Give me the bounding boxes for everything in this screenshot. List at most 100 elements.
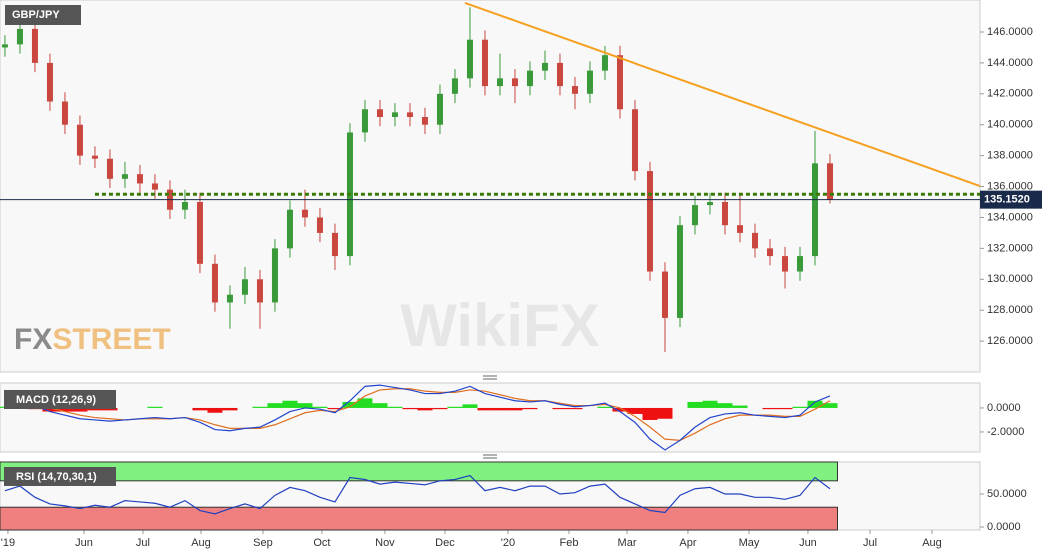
candle-body — [136, 174, 143, 184]
rsi-title-box — [4, 467, 116, 486]
x-tick-label: Jun — [75, 537, 93, 549]
histogram-bar — [87, 407, 103, 411]
candle-body — [496, 78, 503, 87]
y-tick-label: 142.0000 — [987, 88, 1033, 100]
y-tick-label: 50.0000 — [987, 488, 1027, 500]
candle-body — [481, 39, 488, 87]
candle-body — [646, 171, 653, 272]
histogram-bar — [507, 407, 523, 411]
histogram-bar — [447, 406, 463, 408]
candle-body — [691, 205, 698, 226]
y-tick-label: 0.0000 — [987, 521, 1021, 533]
brand-part: FX — [14, 323, 52, 356]
candle-body — [211, 263, 218, 303]
macd-line — [4, 384, 831, 451]
histogram-bar — [567, 407, 583, 410]
y-tick-label: 128.0000 — [987, 304, 1033, 316]
candle-body — [616, 55, 623, 110]
candle-body — [601, 55, 608, 71]
y-tick-label: 0.0000 — [987, 402, 1021, 414]
candle-body — [421, 116, 428, 125]
histogram-bar — [462, 404, 478, 408]
candle-body — [661, 271, 668, 318]
candle-body — [571, 86, 578, 94]
candle-body — [511, 78, 518, 87]
x-tick-label: '20 — [501, 537, 515, 549]
candle-body — [751, 232, 758, 249]
histogram-bar — [552, 407, 568, 410]
histogram-bar — [777, 407, 793, 410]
x-tick-label: Aug — [191, 537, 211, 549]
histogram-bar — [717, 403, 733, 408]
x-tick-label: Mar — [618, 537, 637, 549]
candle-body — [196, 201, 203, 264]
candle-body — [121, 174, 128, 179]
histogram-bar — [57, 407, 73, 412]
histogram-bar — [627, 407, 643, 414]
candle-body — [541, 62, 548, 71]
candle-body — [61, 101, 68, 125]
y-tick-label: 140.0000 — [987, 119, 1033, 131]
histogram-bar — [732, 405, 748, 408]
candle-body — [361, 109, 368, 133]
x-tick-label: '19 — [1, 537, 15, 549]
x-tick-label: Apr — [679, 537, 696, 549]
y-tick-label: -2.0000 — [987, 426, 1024, 438]
histogram-bar — [417, 407, 433, 411]
histogram-bar — [822, 403, 838, 408]
histogram-bar — [477, 407, 493, 411]
candle-body — [766, 248, 773, 257]
candle-body — [181, 201, 188, 210]
candle-body — [226, 294, 233, 303]
x-tick-label: Aug — [922, 537, 942, 549]
histogram-bar — [762, 407, 778, 410]
histogram-bar — [687, 401, 703, 408]
macd-title-box — [4, 390, 116, 409]
rsi-title: RSI (14,70,30,1) — [16, 471, 97, 483]
candle-body — [316, 217, 323, 233]
candle-body — [391, 112, 398, 117]
candle-body — [466, 39, 473, 79]
x-tick-label: Nov — [375, 537, 395, 549]
candle-body — [151, 183, 158, 190]
histogram-bar — [597, 406, 613, 408]
candle-body — [736, 225, 743, 233]
candle-body — [406, 112, 413, 117]
y-tick-label: 134.0000 — [987, 211, 1033, 223]
candle-body — [676, 225, 683, 318]
candle-body — [631, 109, 638, 172]
last-price-tag — [980, 190, 1042, 209]
candle-body — [1, 44, 8, 48]
overbought-band — [0, 461, 838, 482]
candle-body — [76, 124, 83, 156]
histogram-bar — [252, 406, 268, 408]
candle-body — [586, 70, 593, 94]
x-tick-label: Sep — [253, 537, 273, 549]
candle-body — [31, 28, 38, 63]
candle-body — [256, 279, 263, 303]
candle-body — [106, 158, 113, 179]
brand-logo: FXSTREET — [14, 323, 171, 356]
histogram-bar — [297, 403, 313, 408]
histogram-bar — [342, 401, 358, 408]
x-tick-label: Jun — [799, 537, 817, 549]
symbol-title: GBP/JPY — [12, 9, 60, 21]
candle-body — [301, 209, 308, 218]
y-tick-label: 136.0000 — [987, 180, 1033, 192]
histogram-bar — [522, 407, 538, 410]
candle-body — [451, 78, 458, 94]
x-tick-label: May — [739, 537, 760, 549]
candle-body — [811, 163, 818, 257]
histogram-bar — [222, 407, 238, 411]
candle-body — [436, 93, 443, 125]
candle-body — [826, 163, 833, 200]
histogram-bar — [72, 407, 88, 412]
trendline — [464, 1, 981, 188]
histogram-bar — [312, 406, 328, 408]
panel-grip — [483, 375, 497, 459]
candle-body — [16, 28, 23, 45]
histogram-bar — [642, 407, 658, 420]
y-tick-label: 146.0000 — [987, 26, 1033, 38]
macd-panel — [0, 382, 981, 453]
